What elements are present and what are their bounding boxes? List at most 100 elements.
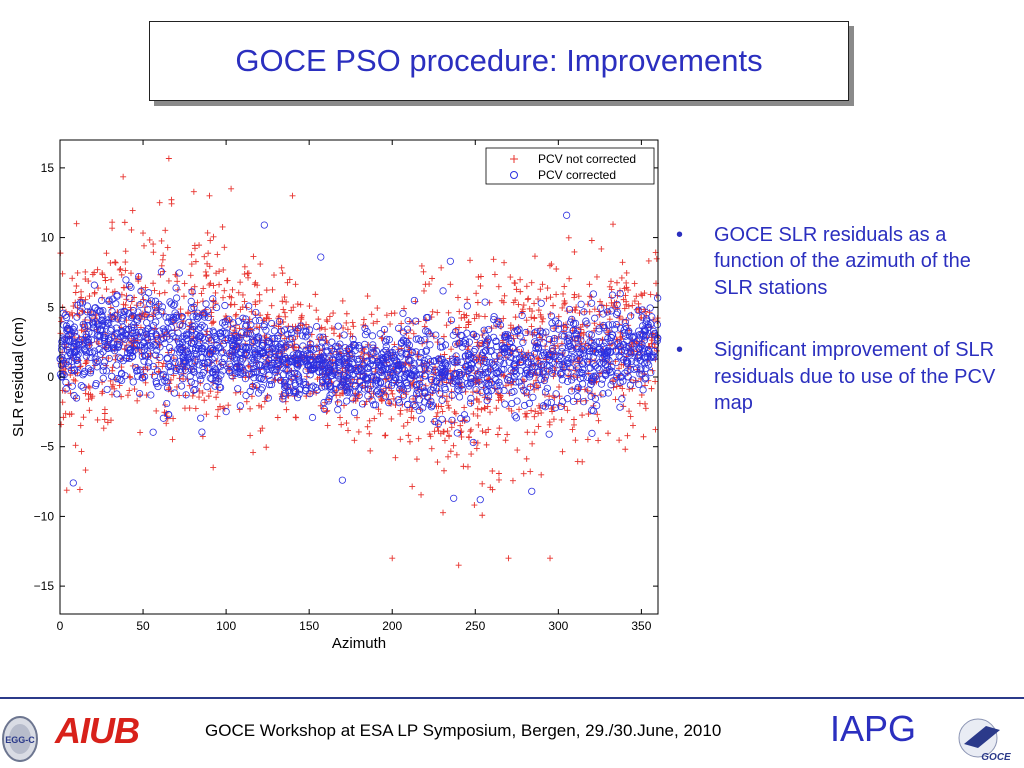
point-pcv-corrected: [80, 322, 89, 330]
point-pcv-corrected: [299, 342, 307, 350]
point-pcv-not-corrected: [59, 387, 66, 394]
point-pcv-corrected: [565, 336, 573, 344]
y-tick-label: −5: [40, 440, 54, 454]
x-tick-label: 150: [299, 619, 319, 633]
point-pcv-not-corrected: [360, 316, 367, 323]
point-pcv-not-corrected: [351, 437, 358, 444]
x-tick-label: 200: [382, 619, 402, 633]
point-pcv-corrected: [151, 297, 160, 305]
point-pcv-corrected: [369, 361, 377, 369]
point-pcv-not-corrected: [491, 358, 498, 365]
point-pcv-corrected: [633, 364, 641, 373]
point-pcv-not-corrected: [307, 342, 314, 349]
point-pcv-not-corrected: [307, 390, 314, 397]
point-pcv-corrected: [268, 319, 276, 328]
point-pcv-corrected: [475, 377, 483, 385]
point-pcv-not-corrected: [167, 376, 174, 383]
point-pcv-corrected: [451, 327, 460, 336]
point-pcv-corrected: [641, 327, 649, 335]
point-pcv-corrected: [376, 330, 384, 338]
point-pcv-corrected: [580, 398, 588, 406]
point-pcv-corrected: [598, 375, 607, 383]
point-pcv-corrected: [454, 382, 462, 390]
point-pcv-not-corrected: [159, 363, 166, 370]
point-pcv-corrected: [136, 389, 144, 398]
point-pcv-corrected: [213, 303, 221, 312]
point-pcv-corrected: [551, 352, 559, 360]
point-pcv-not-corrected: [471, 439, 478, 446]
point-pcv-corrected: [191, 358, 199, 366]
point-pcv-not-corrected: [245, 270, 252, 277]
point-pcv-not-corrected: [521, 337, 528, 344]
point-pcv-corrected: [412, 317, 420, 325]
point-pcv-not-corrected: [502, 437, 509, 444]
point-pcv-not-corrected: [126, 387, 133, 394]
point-pcv-corrected: [97, 296, 106, 305]
point-pcv-not-corrected: [162, 401, 169, 408]
point-pcv-corrected: [545, 335, 554, 344]
point-pcv-corrected: [132, 328, 140, 337]
point-pcv-corrected: [396, 379, 404, 388]
point-pcv-corrected: [118, 315, 127, 323]
point-pcv-corrected: [533, 343, 541, 351]
point-pcv-not-corrected: [281, 294, 288, 301]
point-pcv-corrected: [317, 343, 325, 351]
point-pcv-not-corrected: [232, 312, 239, 319]
point-pcv-not-corrected: [100, 425, 107, 432]
point-pcv-not-corrected: [504, 431, 511, 438]
point-pcv-corrected: [533, 339, 541, 348]
point-pcv-not-corrected: [626, 408, 633, 415]
point-pcv-not-corrected: [221, 244, 228, 251]
point-pcv-not-corrected: [76, 334, 83, 341]
point-pcv-corrected: [158, 378, 166, 386]
point-pcv-corrected: [209, 295, 217, 303]
point-pcv-corrected: [335, 353, 343, 361]
point-pcv-corrected: [653, 337, 661, 345]
point-pcv-corrected: [318, 383, 326, 391]
point-pcv-corrected: [221, 301, 229, 310]
point-pcv-not-corrected: [626, 386, 633, 393]
point-pcv-not-corrected: [343, 319, 350, 326]
point-pcv-corrected: [234, 317, 243, 325]
point-pcv-corrected: [431, 417, 439, 426]
point-pcv-corrected: [571, 319, 580, 327]
point-pcv-corrected: [187, 378, 195, 386]
point-pcv-not-corrected: [478, 406, 485, 413]
point-pcv-corrected: [321, 359, 329, 367]
point-pcv-corrected: [346, 352, 354, 360]
point-pcv-corrected: [380, 348, 388, 356]
point-pcv-corrected: [481, 298, 489, 306]
point-pcv-not-corrected: [529, 440, 536, 447]
point-pcv-corrected: [422, 327, 430, 335]
point-pcv-corrected: [250, 374, 258, 382]
point-pcv-not-corrected: [418, 262, 425, 269]
point-pcv-not-corrected: [586, 281, 593, 288]
point-pcv-corrected: [70, 367, 78, 375]
point-pcv-not-corrected: [227, 301, 234, 308]
point-pcv-not-corrected: [434, 309, 441, 316]
point-pcv-not-corrected: [623, 269, 630, 276]
point-pcv-not-corrected: [585, 410, 592, 417]
point-pcv-not-corrected: [455, 562, 462, 569]
point-pcv-corrected: [140, 332, 148, 340]
point-pcv-not-corrected: [374, 305, 381, 312]
point-pcv-corrected: [432, 331, 440, 339]
point-pcv-corrected: [441, 341, 450, 349]
point-pcv-not-corrected: [140, 296, 147, 303]
point-pcv-not-corrected: [514, 447, 521, 454]
point-pcv-corrected: [259, 348, 268, 356]
point-pcv-not-corrected: [428, 445, 435, 452]
point-pcv-corrected: [592, 338, 600, 346]
point-pcv-corrected: [96, 338, 104, 347]
point-pcv-corrected: [420, 356, 428, 365]
point-pcv-corrected: [179, 375, 187, 383]
point-pcv-corrected: [616, 290, 624, 298]
point-pcv-not-corrected: [636, 309, 643, 316]
point-pcv-corrected: [647, 368, 655, 377]
point-pcv-corrected: [89, 319, 97, 327]
point-pcv-corrected: [637, 364, 645, 372]
point-pcv-not-corrected: [160, 268, 167, 275]
point-pcv-corrected: [433, 369, 441, 377]
point-pcv-not-corrected: [445, 402, 452, 409]
point-pcv-corrected: [246, 387, 254, 395]
